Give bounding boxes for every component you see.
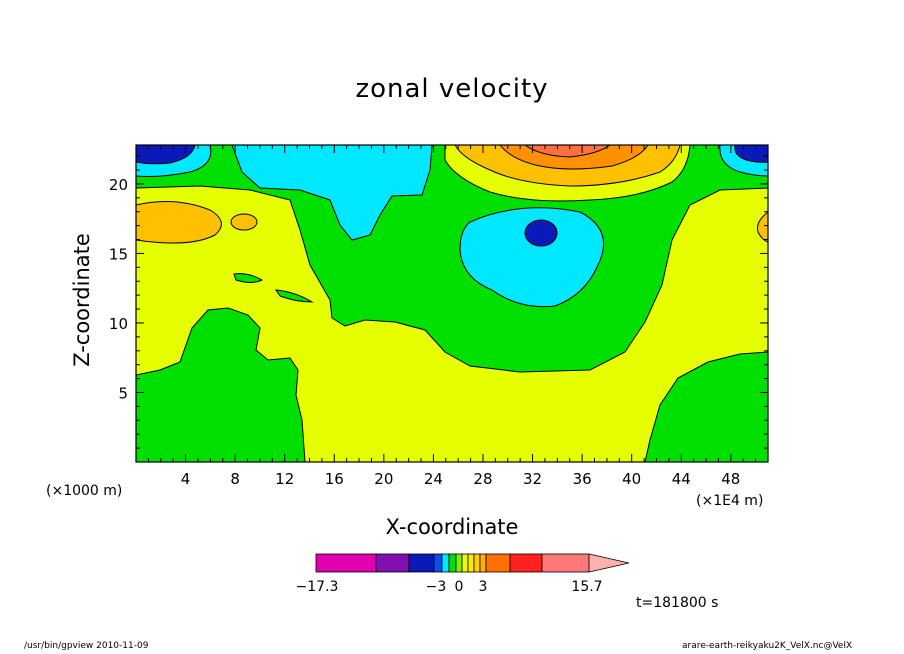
contour-region-orange-small	[230, 213, 258, 231]
y-tick-label: 10	[109, 315, 128, 333]
colorbar-swatch	[455, 553, 463, 573]
x-tick-label: 8	[230, 470, 240, 488]
x-axis-label: X-coordinate	[385, 515, 519, 539]
x-tick-label: 24	[424, 470, 443, 488]
colorbar-swatch	[441, 553, 450, 573]
colorbar-swatch	[408, 553, 435, 573]
contour-sliver-green-2	[274, 289, 314, 303]
contour-sliver-green-1	[233, 273, 264, 283]
colorbar-swatch	[315, 553, 377, 573]
chart-title: zonal velocity	[355, 74, 549, 104]
y-axis-label: Z-coordinate	[70, 233, 94, 367]
contour-region-cyan-top	[231, 145, 433, 241]
contour-region-orange-left	[136, 201, 222, 244]
colorbar-swatch	[473, 553, 481, 573]
x-tick-label: 40	[622, 470, 641, 488]
contour-region-yellow-main	[136, 185, 768, 462]
x-unit-right: (×1E4 m)	[696, 493, 764, 509]
contour-region-green-lower-right	[644, 351, 768, 462]
footer-right: arare-earth-reikyaku2K_VelX.nc@VelX	[682, 641, 853, 651]
colorbar-swatch	[448, 553, 457, 573]
contour-region-red-jet	[524, 145, 611, 158]
x-tick-label: 28	[473, 470, 492, 488]
x-tick-label: 20	[374, 470, 393, 488]
colorbar-swatch	[433, 553, 443, 573]
colorbar-swatch	[461, 553, 469, 573]
plot-frame	[135, 144, 769, 463]
x-tick-label: 48	[721, 470, 740, 488]
colorbar-swatch	[479, 553, 487, 573]
colorbar-label: −3	[425, 579, 447, 595]
colorbar	[315, 553, 630, 573]
x-tick-label: 36	[573, 470, 592, 488]
y-tick-label: 5	[118, 384, 128, 402]
x-tick-label: 16	[325, 470, 344, 488]
contour-region-blue-corner-right	[734, 145, 768, 163]
colorbar-label: −17.3	[295, 579, 339, 595]
colorbar-swatch	[541, 553, 590, 573]
colorbar-label: 15.7	[571, 579, 603, 595]
colorbar-label: 0	[454, 579, 464, 595]
x-tick-label: 44	[672, 470, 691, 488]
y-tick-label: 15	[109, 245, 128, 263]
contour-region-blue-corner-left	[136, 145, 196, 165]
x-tick-label: 12	[275, 470, 294, 488]
colorbar-label: 3	[478, 579, 488, 595]
contour-region-cyan-center	[459, 207, 605, 308]
colorbar-swatch	[467, 553, 475, 573]
colorbar-swatch	[375, 553, 410, 573]
y-tick-label: 20	[109, 176, 128, 194]
footer-left: /usr/bin/gpview 2010-11-09	[24, 641, 149, 651]
contour-region-orange-right-edge	[757, 211, 768, 243]
x-unit-left: (×1000 m)	[46, 483, 123, 499]
colorbar-arrow	[588, 553, 630, 573]
colorbar-swatch	[485, 553, 511, 573]
timestamp-label: t=181800 s	[636, 595, 719, 611]
x-tick-label: 32	[523, 470, 542, 488]
colorbar-swatch	[509, 553, 543, 573]
contour-region-blue-core	[524, 219, 558, 247]
x-tick-label: 4	[181, 470, 191, 488]
